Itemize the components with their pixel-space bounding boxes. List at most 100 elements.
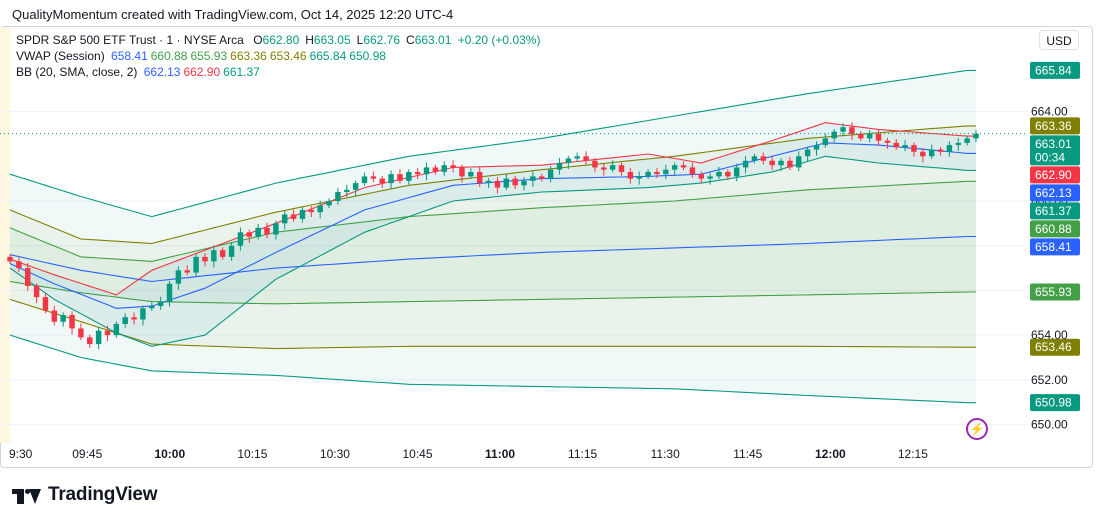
price-chart[interactable]: 650.00652.00654.00656.00658.00660.00664.… bbox=[0, 26, 1093, 468]
candle-body bbox=[69, 315, 75, 329]
chart-attribution: QualityMomentum created with TradingView… bbox=[12, 7, 454, 22]
candle-body bbox=[16, 261, 22, 269]
vwap-upper-band-1 bbox=[9, 180, 976, 262]
candle-body bbox=[937, 149, 944, 152]
candle-body bbox=[911, 145, 917, 152]
candle-body bbox=[476, 171, 483, 184]
candle-body bbox=[760, 156, 767, 161]
candle-body bbox=[432, 167, 439, 172]
tradingview-logo: TradingView bbox=[12, 484, 158, 506]
candle-body bbox=[370, 176, 377, 179]
candle-body bbox=[87, 337, 93, 345]
candle-body bbox=[299, 209, 306, 219]
candle-body bbox=[237, 232, 244, 246]
bb-fill bbox=[10, 122, 976, 347]
candle-body bbox=[751, 156, 758, 161]
ohlc-key: H bbox=[305, 33, 314, 47]
candle-body bbox=[95, 330, 102, 345]
price-tag-label: 658.41 bbox=[1035, 240, 1072, 254]
candle-body bbox=[450, 165, 456, 168]
candle-body bbox=[663, 169, 669, 175]
candle-body bbox=[211, 250, 217, 262]
candle-body bbox=[441, 165, 447, 172]
candle-body bbox=[973, 133, 979, 139]
x-tick-label: 11:00 bbox=[485, 447, 515, 461]
candle-body bbox=[503, 178, 510, 188]
price-tag bbox=[1030, 117, 1080, 135]
candle-body bbox=[654, 171, 660, 175]
vwap-value: 650.98 bbox=[349, 49, 386, 63]
candle-body bbox=[423, 167, 430, 175]
candle-body bbox=[840, 127, 846, 132]
candle-body bbox=[78, 328, 84, 338]
ohlc-values: O662.80 H663.05 L662.76 C663.01 bbox=[247, 33, 451, 47]
vwap-value: 653.46 bbox=[269, 49, 307, 63]
x-tick-label: 10:45 bbox=[402, 447, 432, 461]
vwap-label: VWAP (Session) bbox=[16, 49, 105, 63]
candle-body bbox=[671, 165, 678, 170]
candle-body bbox=[25, 268, 31, 286]
candle-body bbox=[219, 250, 226, 257]
candle-body bbox=[273, 223, 279, 235]
brand-wordmark: TradingView bbox=[48, 484, 158, 505]
price-tag-label: 663.36 bbox=[1035, 119, 1072, 133]
candle-body bbox=[308, 209, 315, 213]
candle-body bbox=[680, 165, 687, 168]
price-tag-label: 662.90 bbox=[1035, 168, 1072, 182]
candle-body bbox=[193, 256, 199, 273]
y-tick-label: 664.00 bbox=[1031, 105, 1068, 119]
vwap-upper-band-2 bbox=[9, 125, 976, 245]
candle-body bbox=[246, 232, 253, 237]
bb-values: 662.13 662.90 661.37 bbox=[141, 65, 260, 79]
ohlc-value: 663.01 bbox=[414, 33, 452, 47]
y-tick-label: 652.00 bbox=[1031, 373, 1068, 387]
candle-body bbox=[406, 171, 412, 181]
symbol-row: SPDR S&P 500 ETF Trust · 1 · NYSE Arca O… bbox=[16, 32, 540, 48]
candle-body bbox=[618, 165, 625, 172]
candle-body bbox=[33, 285, 40, 298]
x-tick-label: 9:30 bbox=[9, 447, 33, 461]
price-tag bbox=[1030, 220, 1080, 238]
vwap-lower-band-1 bbox=[9, 280, 976, 305]
symbol-name: SPDR S&P 500 ETF Trust · 1 · NYSE Arca bbox=[16, 33, 244, 47]
vwap-band-1-fill bbox=[10, 181, 976, 304]
bb-lower-line bbox=[9, 155, 976, 347]
candle-body bbox=[804, 149, 811, 157]
candle-body bbox=[733, 167, 740, 177]
price-tag-label: 661.37 bbox=[1035, 204, 1072, 218]
x-tick-label: 11:45 bbox=[733, 447, 762, 461]
price-change: +0.20 (+0.03%) bbox=[457, 33, 541, 47]
candle-body bbox=[512, 178, 518, 186]
price-tag bbox=[1030, 338, 1080, 356]
x-tick-label: 12:00 bbox=[815, 447, 846, 461]
vwap-value: 665.84 bbox=[309, 49, 347, 63]
candle-body bbox=[157, 301, 164, 307]
vwap-band-2-fill bbox=[10, 125, 976, 349]
candle-body bbox=[769, 160, 775, 166]
candle-body bbox=[202, 256, 208, 262]
currency-button[interactable]: USD bbox=[1039, 30, 1079, 50]
candle-body bbox=[707, 176, 713, 179]
vwap-band-3-fill bbox=[10, 70, 976, 403]
candle-body bbox=[893, 142, 899, 148]
countdown-label: 00:34 bbox=[1035, 150, 1065, 164]
candle-body bbox=[866, 133, 873, 139]
candle-body bbox=[822, 138, 829, 146]
bb-upper-line bbox=[9, 122, 976, 296]
candle-body bbox=[796, 156, 802, 168]
lightning-icon[interactable]: ⚡ bbox=[966, 418, 988, 440]
candle-body bbox=[636, 176, 642, 179]
candle-body bbox=[113, 323, 120, 336]
price-tag-label: 655.93 bbox=[1035, 285, 1072, 299]
price-tag bbox=[1030, 61, 1080, 79]
vwap-value: 663.36 bbox=[230, 49, 267, 63]
candle-body bbox=[831, 131, 837, 139]
tv-logo-icon bbox=[12, 486, 42, 504]
price-tag bbox=[1030, 238, 1080, 256]
candle-body bbox=[317, 205, 323, 213]
candle-body bbox=[539, 176, 545, 179]
vwap-line bbox=[9, 235, 976, 283]
candle-body bbox=[849, 127, 855, 134]
bb-label: BB (20, SMA, close, 2) bbox=[16, 65, 138, 79]
candle-body bbox=[290, 214, 297, 219]
